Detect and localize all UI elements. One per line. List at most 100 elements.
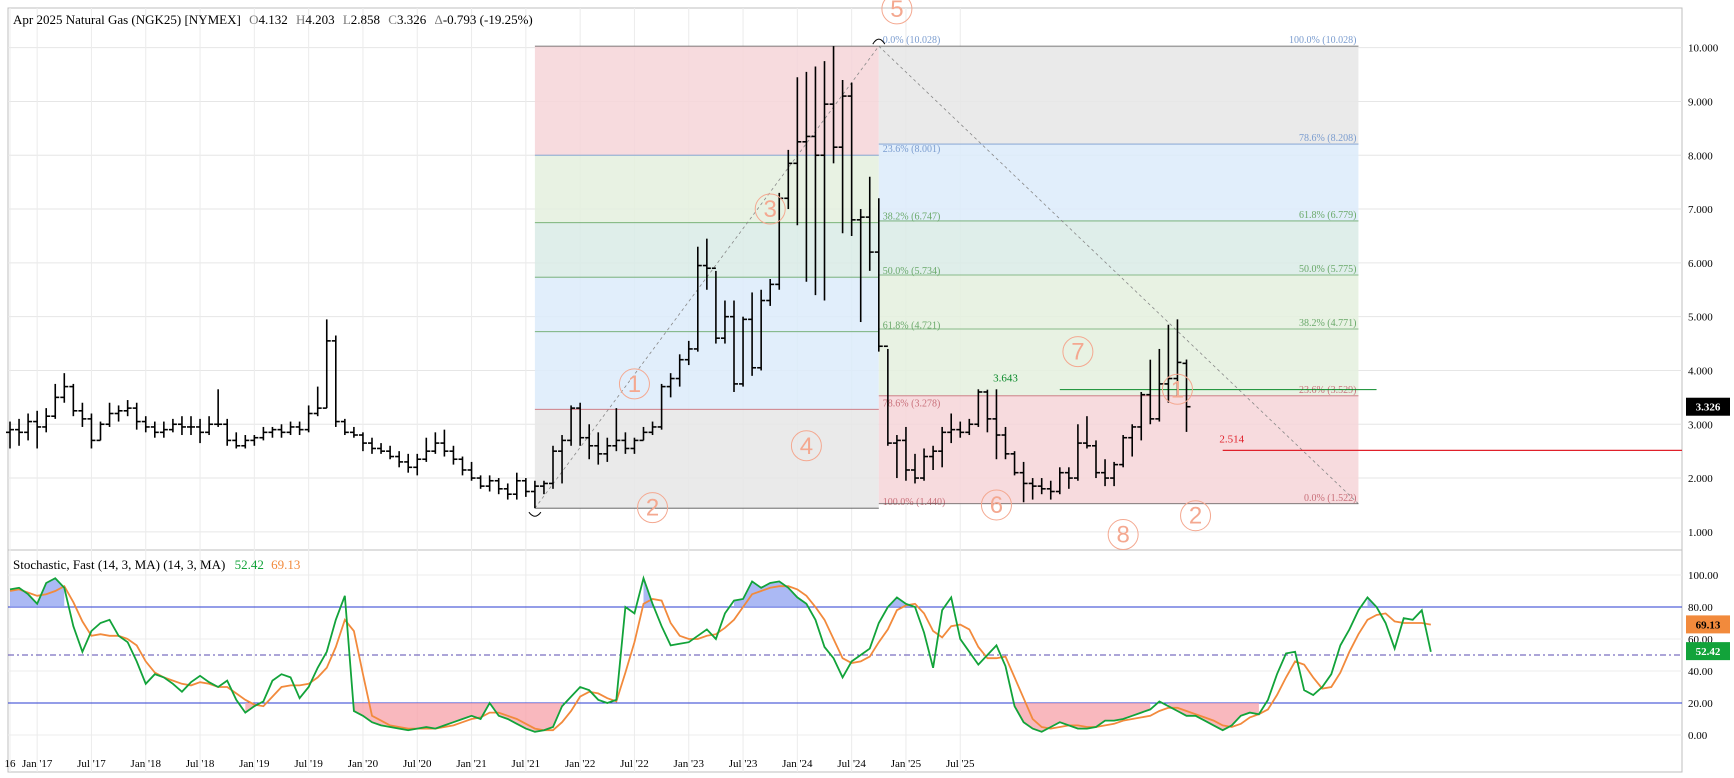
- date-tick-label: Jul '19: [294, 758, 323, 770]
- wave-label-circle: [790, 430, 822, 462]
- wave-label-circle: [1062, 336, 1094, 368]
- price-annotation: 2.514: [1219, 433, 1244, 445]
- fibonacci-zone: [878, 220, 1359, 275]
- fibonacci-level-label: 23.6% (8.001): [883, 144, 941, 155]
- fibonacci-level-label: 23.6% (3.529): [1299, 385, 1357, 396]
- fibonacci-level-label: 78.6% (3.278): [883, 398, 941, 409]
- date-tick-label: Jul '22: [620, 758, 649, 770]
- high-label: H: [296, 12, 305, 27]
- fibonacci-level-label: 61.8% (6.779): [1299, 210, 1357, 221]
- k-badge-value: 52.42: [1696, 646, 1721, 658]
- stochastic-k-value: 52.42: [235, 557, 264, 572]
- date-tick-label: Jul '21: [512, 758, 541, 770]
- date-tick-label: Jul '17: [77, 758, 106, 770]
- stochastic-tick-label: 80.00: [1688, 602, 1713, 614]
- date-tick-label: Jan '18: [131, 758, 162, 770]
- wave-label: 2: [646, 495, 659, 522]
- oversold-fill: [353, 703, 563, 732]
- chart-title: Apr 2025 Natural Gas (NGK25) [NYMEX]: [13, 12, 241, 27]
- last-price-value: 3.326: [1696, 402, 1721, 414]
- trend-lines: [534, 45, 1682, 509]
- date-tick-label: Jul '18: [186, 758, 215, 770]
- stochastic-tick-label: 20.00: [1688, 698, 1713, 710]
- low-label: L: [343, 12, 351, 27]
- date-tick-label: Jan '22: [565, 758, 595, 770]
- wave-label-circle: [618, 368, 650, 400]
- price-tick-label: 7.000: [1688, 204, 1713, 216]
- fibonacci-zone: [534, 155, 879, 223]
- wave-label-circle: [754, 193, 786, 225]
- date-tick-label: Jul '23: [729, 758, 758, 770]
- price-tick-label: 4.000: [1688, 365, 1713, 377]
- stochastic-d-line: [9, 584, 1432, 732]
- date-tick-label: Jan '21: [456, 758, 486, 770]
- stochastic-tick-label: 0.00: [1688, 730, 1708, 742]
- date-tick-label: Jul '20: [403, 758, 432, 770]
- close-value: 3.326: [397, 12, 427, 27]
- d-value-badge: [1686, 615, 1730, 634]
- last-price-badge: [1686, 397, 1730, 416]
- fibonacci-zone: [878, 46, 1359, 145]
- stochastic-title: Stochastic, Fast (14, 3, MA) (14, 3, MA): [13, 557, 225, 572]
- price-annotation: 3.643: [993, 373, 1018, 385]
- fibonacci-level-label: 100.0% (10.028): [1289, 35, 1357, 46]
- stochastic-d-value: 69.13: [271, 557, 300, 572]
- price-tick-label: 9.000: [1688, 96, 1713, 108]
- wave-label-circle: [1180, 500, 1212, 532]
- wave-label: 3: [764, 196, 777, 223]
- date-tick-label: Jan '23: [674, 758, 705, 770]
- overbought-fill: [10, 578, 65, 607]
- date-tick-label: Jan '25: [891, 758, 922, 770]
- change-value: -0.793 (-19.25%): [443, 12, 533, 27]
- overbought-fill: [734, 581, 807, 607]
- fibonacci-level-label: 0.0% (1.522): [1304, 493, 1357, 504]
- fibonacci-zone: [878, 144, 1359, 221]
- price-tick-label: 2.000: [1688, 473, 1713, 485]
- wave-label: 5: [890, 0, 903, 23]
- wave-label-circle: [1107, 519, 1139, 551]
- date-tick-label: Jan '20: [348, 758, 379, 770]
- price-tick-label: 10.000: [1688, 43, 1719, 55]
- fibonacci-level-label: 50.0% (5.734): [883, 266, 941, 277]
- date-tick-label: Jul '24: [837, 758, 866, 770]
- fibonacci-zone: [878, 395, 1359, 504]
- stochastic-tick-label: 40.00: [1688, 666, 1713, 678]
- date-axis: 16 Jan '17 Jul '17 Jan '18 Jul '18 Jan '19 Jul…: [5, 758, 976, 770]
- date-tick-label: 16: [5, 758, 17, 770]
- wave-label: 2: [1189, 503, 1202, 530]
- fibonacci-zone: [878, 274, 1359, 329]
- date-tick-label: Jan '24: [782, 758, 813, 770]
- fibonacci-level-label: 100.0% (1.440): [883, 497, 946, 508]
- price-tick-label: 5.000: [1688, 312, 1713, 324]
- fibonacci-level-label: 38.2% (6.747): [883, 212, 941, 223]
- date-tick-label: Jan '17: [22, 758, 53, 770]
- fibonacci-zone: [534, 331, 879, 410]
- change-label: Δ: [434, 12, 442, 27]
- wave-label-circle: [881, 0, 913, 25]
- wave-label-circle: [637, 492, 669, 524]
- d-badge-value: 69.13: [1696, 619, 1721, 631]
- overbought-fill: [887, 597, 915, 607]
- fibonacci-level-label: 0.0% (10.028): [883, 35, 941, 46]
- fibonacci-zone: [534, 409, 879, 509]
- low-value: 2.858: [351, 12, 380, 27]
- wave-label: 4: [800, 433, 813, 460]
- wave-labels: 1 2 3 4 5 6 7 8 1 2: [618, 0, 1212, 551]
- fibonacci-zone: [534, 46, 879, 156]
- price-axis: 1.000 2.000 3.000 4.000 5.000 6.000 7.000 8.000…: [1686, 43, 1730, 539]
- wave-label: 1: [1171, 376, 1184, 403]
- fibonacci-zone: [878, 328, 1359, 396]
- stochastic-plot: [8, 575, 1682, 733]
- wave-label: 1: [628, 371, 641, 398]
- wave-label: 7: [1071, 339, 1084, 366]
- fibonacci-level-label: 38.2% (4.771): [1299, 318, 1357, 329]
- close-label: C: [388, 12, 397, 27]
- k-value-badge: [1686, 642, 1730, 661]
- stochastic-pane-frame: [7, 549, 1683, 773]
- fibonacci-trendline: [878, 45, 1359, 505]
- date-tick-label: Jan '19: [239, 758, 270, 770]
- stochastic-header: Stochastic, Fast (14, 3, MA) (14, 3, MA)…: [13, 557, 300, 572]
- open-value: 4.132: [258, 12, 287, 27]
